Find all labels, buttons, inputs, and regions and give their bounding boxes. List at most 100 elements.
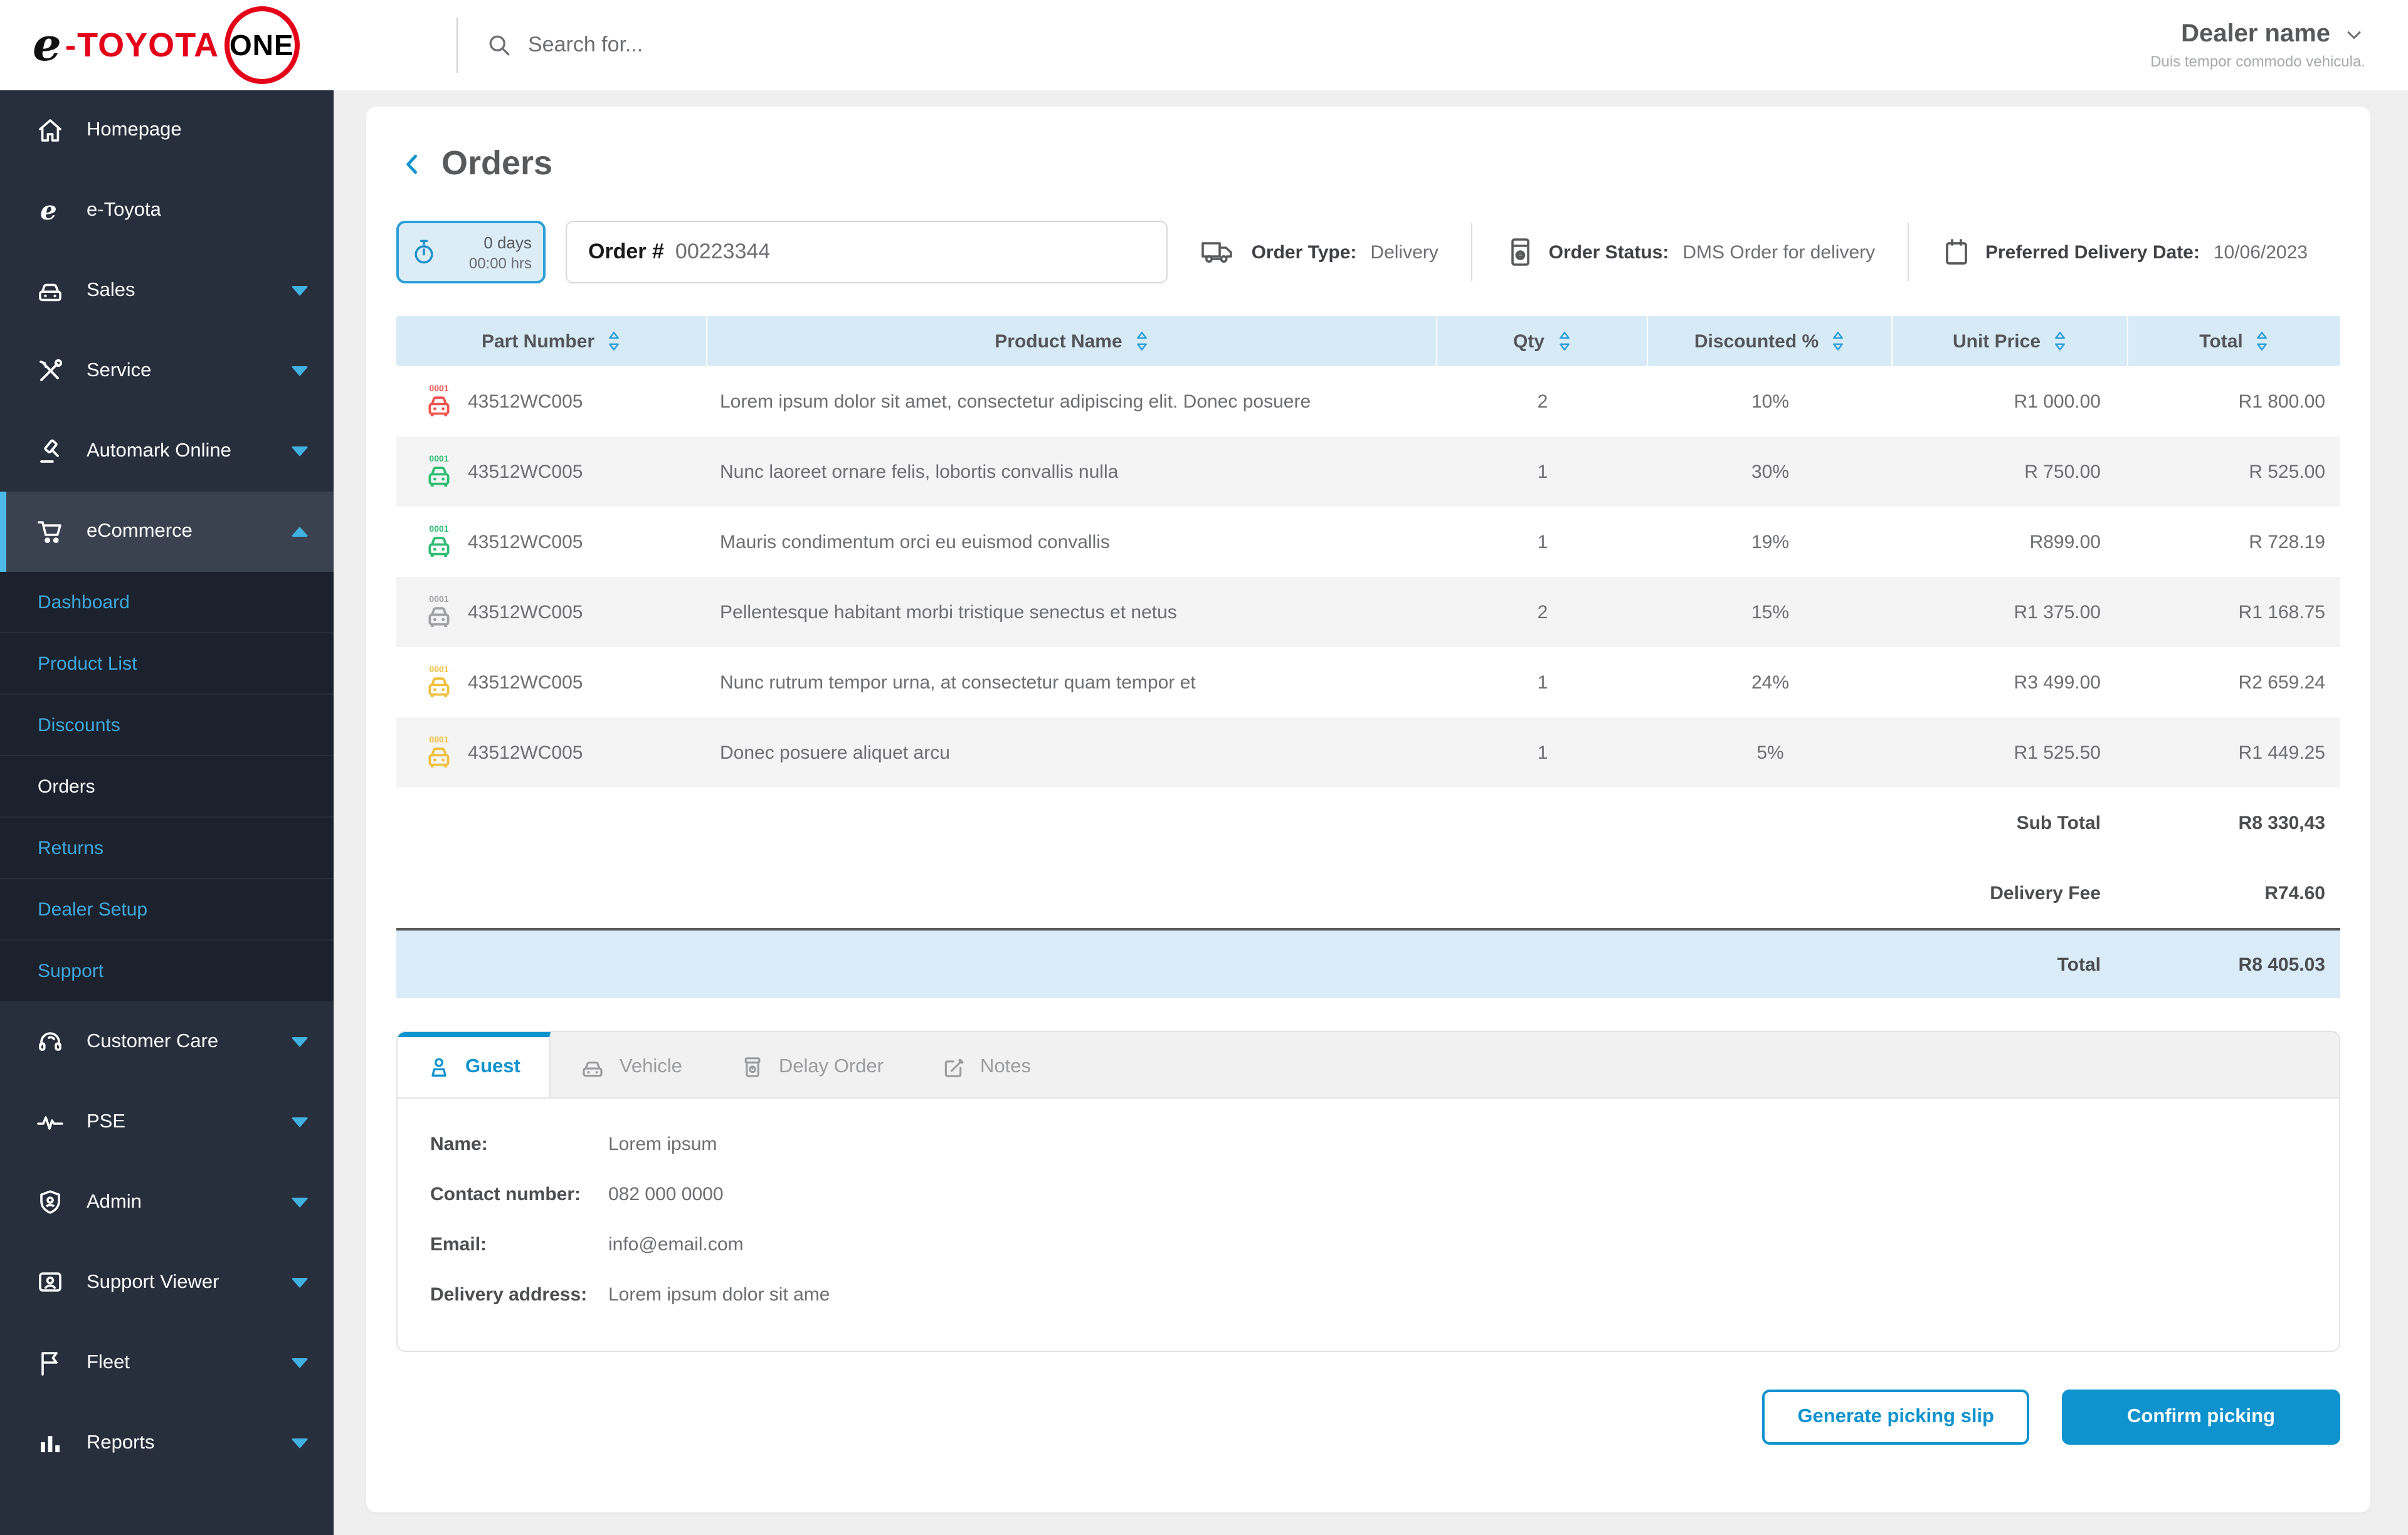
confirm-picking-button[interactable]: Confirm picking xyxy=(2062,1390,2340,1445)
total-label: Total xyxy=(2057,954,2101,975)
delivery-fee-label: Delivery Fee xyxy=(1990,882,2101,904)
subtotal-value: R8 330,43 xyxy=(2238,812,2325,833)
column-header-product-name[interactable]: Product Name xyxy=(707,316,1437,366)
table-row[interactable]: 43512WC005 Mauris condimentum orci eu eu… xyxy=(396,507,2340,577)
chevron-down-icon[interactable] xyxy=(291,446,309,456)
sidebar-item-homepage[interactable]: Homepage xyxy=(0,90,334,171)
sidebar-item-automark-online[interactable]: Automark Online xyxy=(0,411,334,492)
column-header-part-number[interactable]: Part Number xyxy=(396,316,707,366)
total-row: Total R8 405.03 xyxy=(396,928,2340,998)
sidebar: Homepage e e-Toyota Sales Service xyxy=(0,90,334,1535)
part-status-icon xyxy=(424,593,454,631)
sidebar-item-label: Service xyxy=(87,360,152,381)
chevron-left-icon xyxy=(406,154,417,174)
sidebar-subitem-support[interactable]: Support xyxy=(0,941,334,1002)
chevron-down-icon[interactable] xyxy=(291,286,309,296)
page-title: Orders xyxy=(441,144,553,182)
logo-one-badge: ONE xyxy=(224,6,300,84)
table-row[interactable]: 43512WC005 Nunc rutrum tempor urna, at c… xyxy=(396,647,2340,717)
chevron-down-icon xyxy=(2347,31,2361,38)
total-value: R8 405.03 xyxy=(2238,954,2325,975)
viewer-icon xyxy=(39,1272,61,1292)
delay-icon xyxy=(744,1057,761,1077)
person-icon xyxy=(431,1058,446,1077)
chevron-down-icon[interactable] xyxy=(291,1278,309,1288)
tab-notes[interactable]: Notes xyxy=(912,1032,1060,1097)
dms-order-icon xyxy=(1511,238,1529,266)
sidebar-subitem-orders[interactable]: Orders xyxy=(0,756,334,818)
guest-detail-row: Name: Lorem ipsum xyxy=(430,1134,717,1155)
delivery-date-value: 10/06/2023 xyxy=(2213,241,2308,263)
pulse-icon xyxy=(37,1116,63,1130)
search-input[interactable] xyxy=(528,33,904,58)
sidebar-subitem-discounts[interactable]: Discounts xyxy=(0,695,334,756)
table-row[interactable]: 43512WC005 Nunc laoreet ornare felis, lo… xyxy=(396,436,2340,507)
chevron-down-icon[interactable] xyxy=(291,1438,309,1448)
order-status: Order Status: DMS Order for delivery xyxy=(1472,221,1908,283)
tab-delay-order[interactable]: Delay Order xyxy=(711,1032,912,1097)
sidebar-subitem-returns[interactable]: Returns xyxy=(0,818,334,879)
part-status-icon xyxy=(424,734,454,771)
sidebar-item-sales[interactable]: Sales xyxy=(0,251,334,331)
guest-detail-row: Contact number: 082 000 0000 xyxy=(430,1184,724,1205)
tab-vehicle[interactable]: Vehicle xyxy=(551,1032,711,1097)
tab-guest[interactable]: Guest xyxy=(398,1032,551,1097)
dealer-menu[interactable]: Dealer name Duis tempor commodo vehicula… xyxy=(2150,20,2408,70)
sidebar-item-label: PSE xyxy=(87,1111,126,1132)
search-icon xyxy=(489,35,510,56)
order-number-value: 00223344 xyxy=(675,240,771,263)
sort-icon[interactable] xyxy=(1135,330,1149,352)
chevron-down-icon[interactable] xyxy=(291,1037,309,1047)
column-header-discounted[interactable]: Discounted % xyxy=(1648,316,1893,366)
sidebar-item-label: Reports xyxy=(87,1432,155,1453)
sort-icon[interactable] xyxy=(1831,330,1845,352)
order-type: Order Type: Delivery xyxy=(1168,221,1471,283)
chevron-down-icon[interactable] xyxy=(291,1117,309,1127)
sidebar-subitem-dashboard[interactable]: Dashboard xyxy=(0,572,334,633)
brand-logo[interactable]: e - TOYOTA ONE xyxy=(0,6,334,84)
sidebar-item-admin[interactable]: Admin xyxy=(0,1163,334,1243)
chevron-down-icon[interactable] xyxy=(291,1198,309,1208)
order-number-field[interactable]: Order # 00223344 xyxy=(565,221,1168,283)
svg-text:e: e xyxy=(40,196,57,226)
sidebar-item-label: Homepage xyxy=(87,119,182,140)
table-row[interactable]: 43512WC005 Pellentesque habitant morbi t… xyxy=(396,577,2340,647)
column-header-total[interactable]: Total xyxy=(2128,316,2340,366)
sort-icon[interactable] xyxy=(1557,330,1571,352)
sidebar-item-label: e-Toyota xyxy=(87,199,161,221)
sidebar-item-support-viewer[interactable]: Support Viewer xyxy=(0,1243,334,1323)
generate-picking-slip-button[interactable]: Generate picking slip xyxy=(1762,1390,2029,1445)
sidebar-item-customer-care[interactable]: Customer Care xyxy=(0,1002,334,1082)
order-timer-chip[interactable]: 0 days 00:00 hrs xyxy=(396,221,546,283)
sort-icon[interactable] xyxy=(2053,330,2067,352)
sidebar-item-pse[interactable]: PSE xyxy=(0,1082,334,1163)
sidebar-item-ecommerce[interactable]: eCommerce xyxy=(0,492,334,572)
sidebar-item-service[interactable]: Service xyxy=(0,331,334,411)
table-row[interactable]: 43512WC005 Lorem ipsum dolor sit amet, c… xyxy=(396,366,2340,436)
logo-toyota-text: TOYOTA xyxy=(77,26,219,63)
guest-detail-row: Email: info@email.com xyxy=(430,1234,744,1255)
main-content: Orders 0 days 00:00 hrs Order # xyxy=(334,90,2408,1535)
table-row[interactable]: 43512WC005 Donec posuere aliquet arcu 1 … xyxy=(396,717,2340,788)
column-header-unit-price[interactable]: Unit Price xyxy=(1893,316,2128,366)
home-icon xyxy=(39,119,61,142)
sort-icon[interactable] xyxy=(607,330,621,352)
sidebar-item-label: Support Viewer xyxy=(87,1272,219,1293)
order-status-value: DMS Order for delivery xyxy=(1682,241,1876,263)
sidebar-item-reports[interactable]: Reports xyxy=(0,1403,334,1484)
top-header: e - TOYOTA ONE Dealer name Duis tempor c… xyxy=(0,0,2408,90)
sidebar-item-fleet[interactable]: Fleet xyxy=(0,1323,334,1403)
chevron-up-icon[interactable] xyxy=(291,527,309,537)
ecommerce-submenu: Dashboard Product List Discounts Orders … xyxy=(0,572,334,1002)
sidebar-item-e-toyota[interactable]: e e-Toyota xyxy=(0,171,334,251)
guest-details: Name: Lorem ipsum Contact number: 082 00… xyxy=(398,1099,2339,1351)
sidebar-subitem-dealer-setup[interactable]: Dealer Setup xyxy=(0,879,334,941)
column-header-qty[interactable]: Qty xyxy=(1437,316,1648,366)
sort-icon[interactable] xyxy=(2256,330,2269,352)
chevron-down-icon[interactable] xyxy=(291,366,309,376)
chevron-down-icon[interactable] xyxy=(291,1358,309,1368)
sidebar-subitem-product-list[interactable]: Product List xyxy=(0,633,334,695)
back-button[interactable] xyxy=(399,150,426,177)
order-status-label: Order Status: xyxy=(1548,241,1669,263)
